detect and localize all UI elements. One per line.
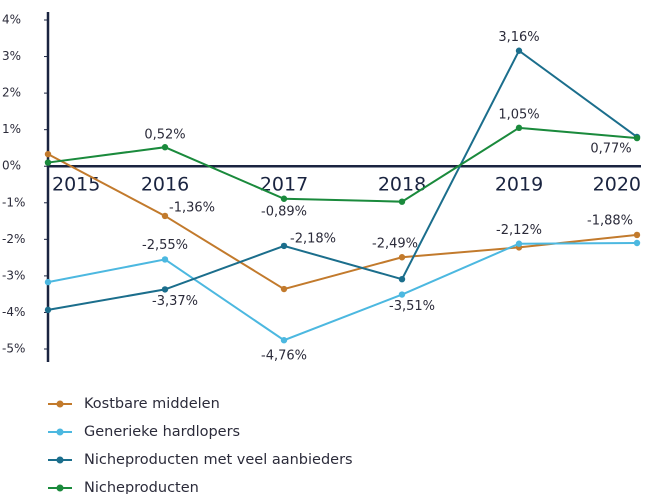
y-tick-label: -3% xyxy=(2,268,25,282)
value-label: -1,88% xyxy=(587,213,633,228)
data-point xyxy=(398,198,406,205)
data-point xyxy=(161,144,169,151)
data-point xyxy=(515,124,523,132)
y-tick-label: 0% xyxy=(2,159,21,173)
value-label: -4,76% xyxy=(261,349,307,364)
data-point xyxy=(280,337,288,344)
value-label: -2,55% xyxy=(142,238,188,253)
data-point xyxy=(44,278,52,286)
x-tick-label: 2016 xyxy=(141,174,189,196)
data-point xyxy=(44,306,52,314)
value-label: -2,12% xyxy=(496,223,542,238)
legend-label: Nicheproducten met veel aanbieders xyxy=(84,452,353,468)
data-point xyxy=(161,286,169,293)
data-point xyxy=(398,291,406,298)
series-line xyxy=(47,49,638,311)
x-tick-label: 2019 xyxy=(495,174,543,196)
y-tick-label: -1% xyxy=(2,195,25,209)
data-point xyxy=(280,242,288,250)
y-tick-label: 4% xyxy=(2,13,21,27)
value-label: -3,37% xyxy=(152,294,198,309)
data-point xyxy=(633,231,641,239)
legend-label: Generieke hardlopers xyxy=(84,424,240,440)
data-point xyxy=(515,47,523,54)
x-tick-label: 2017 xyxy=(260,174,308,196)
data-point xyxy=(44,150,52,158)
data-point xyxy=(280,195,288,202)
value-label: -1,36% xyxy=(169,200,215,215)
data-point xyxy=(633,134,641,142)
data-point xyxy=(44,159,52,166)
x-tick-label: 2020 xyxy=(593,174,641,196)
legend-dot xyxy=(56,428,64,436)
data-point xyxy=(280,285,288,293)
value-label: 3,16% xyxy=(498,30,539,45)
data-point xyxy=(161,256,169,263)
data-point xyxy=(398,254,406,261)
value-label: 0,52% xyxy=(144,128,185,143)
x-tick-label: 2015 xyxy=(52,174,100,196)
legend-label: Nicheproducten xyxy=(84,480,199,494)
legend-dot xyxy=(56,456,64,464)
data-point xyxy=(398,275,406,283)
y-tick-label: 2% xyxy=(2,86,21,100)
data-point xyxy=(515,240,523,247)
legend-label: Kostbare middelen xyxy=(84,396,220,412)
y-tick-label: 1% xyxy=(2,122,21,136)
data-point xyxy=(161,212,169,220)
legend-dot xyxy=(56,484,64,492)
legend-dot xyxy=(56,400,64,408)
value-label: -2,18% xyxy=(290,231,336,246)
value-label: -0,89% xyxy=(261,204,307,219)
value-label: -2,49% xyxy=(372,237,418,252)
value-label: 1,05% xyxy=(498,107,539,122)
series-line xyxy=(47,126,638,203)
x-tick-label: 2018 xyxy=(378,174,426,196)
value-label: -3,51% xyxy=(389,299,435,314)
series-line xyxy=(47,241,638,342)
series-line xyxy=(47,153,638,291)
y-tick-label: -4% xyxy=(2,305,25,319)
value-label: 0,77% xyxy=(590,142,631,157)
y-tick-label: -5% xyxy=(2,342,25,356)
y-tick-label: 3% xyxy=(2,49,21,63)
y-tick-label: -2% xyxy=(2,232,25,246)
data-point xyxy=(633,239,641,247)
